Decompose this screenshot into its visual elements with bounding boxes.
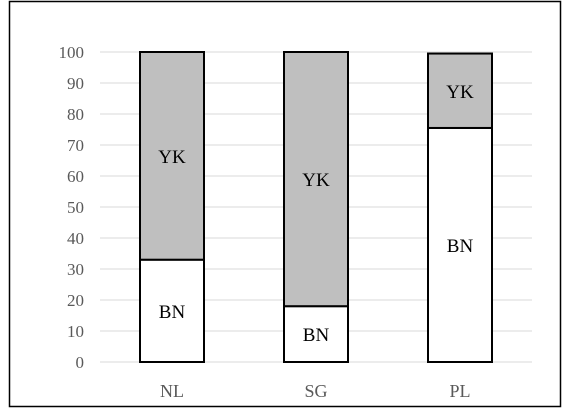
segment-label: BN bbox=[447, 236, 474, 257]
segment-label: BN bbox=[303, 325, 330, 346]
y-tick-label: 80 bbox=[67, 105, 84, 124]
bar-segment bbox=[427, 52, 493, 129]
x-axis: NL SG PL bbox=[160, 381, 471, 401]
y-tick-label: 10 bbox=[67, 322, 84, 341]
bar-segment bbox=[139, 258, 205, 364]
segment-label: YK bbox=[302, 170, 330, 191]
y-tick-label: 30 bbox=[67, 260, 84, 279]
bar-segment bbox=[427, 126, 493, 363]
y-tick-label: 20 bbox=[67, 291, 84, 310]
bars: BN YK BN YK BN YK bbox=[139, 51, 493, 364]
bar-segment bbox=[139, 51, 205, 261]
y-tick-label: 70 bbox=[67, 136, 84, 155]
y-axis: 0 10 20 30 40 50 60 70 80 90 100 bbox=[59, 43, 85, 372]
segment-label: BN bbox=[159, 302, 186, 323]
y-tick-label: 90 bbox=[67, 74, 84, 93]
y-tick-label: 0 bbox=[76, 353, 85, 372]
y-tick-label: 40 bbox=[67, 229, 84, 248]
y-tick-label: 60 bbox=[67, 167, 84, 186]
x-tick-label: NL bbox=[160, 381, 184, 401]
x-tick-label: SG bbox=[304, 381, 327, 401]
segment-label: YK bbox=[158, 147, 186, 168]
x-tick-label: PL bbox=[449, 381, 470, 401]
y-tick-label: 100 bbox=[59, 43, 85, 62]
bar-segment bbox=[283, 51, 349, 308]
y-tick-label: 50 bbox=[67, 198, 84, 217]
segment-label: YK bbox=[446, 82, 474, 103]
